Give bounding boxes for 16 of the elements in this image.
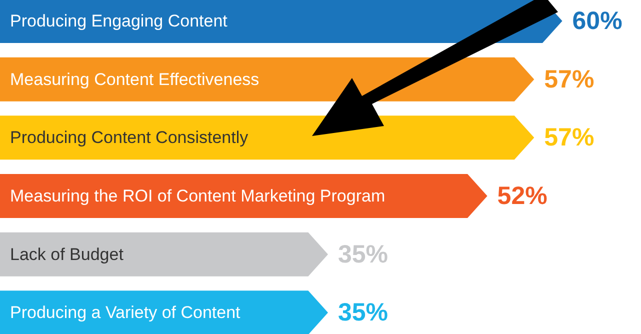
data-label: 35% [338, 298, 388, 327]
bar [0, 116, 534, 160]
data-label: 60% [572, 7, 622, 35]
data-label: 52% [497, 182, 548, 210]
bar [0, 174, 488, 218]
y-tick-label: Measuring Content Effectiveness [10, 70, 260, 89]
data-label: 57% [544, 124, 594, 152]
bar [0, 232, 328, 276]
y-tick-label: Measuring the ROI of Content Marketing Program [10, 186, 386, 206]
y-tick-label: Producing Content Consistently [10, 128, 249, 148]
y-tick-label: Lack of Budget [10, 244, 124, 264]
bar [0, 290, 328, 334]
data-label: 57% [544, 65, 594, 94]
data-label: 35% [338, 240, 388, 268]
y-tick-label: Producing Engaging Content [10, 12, 228, 30]
y-tick-label: Producing a Variety of Content [10, 303, 241, 322]
